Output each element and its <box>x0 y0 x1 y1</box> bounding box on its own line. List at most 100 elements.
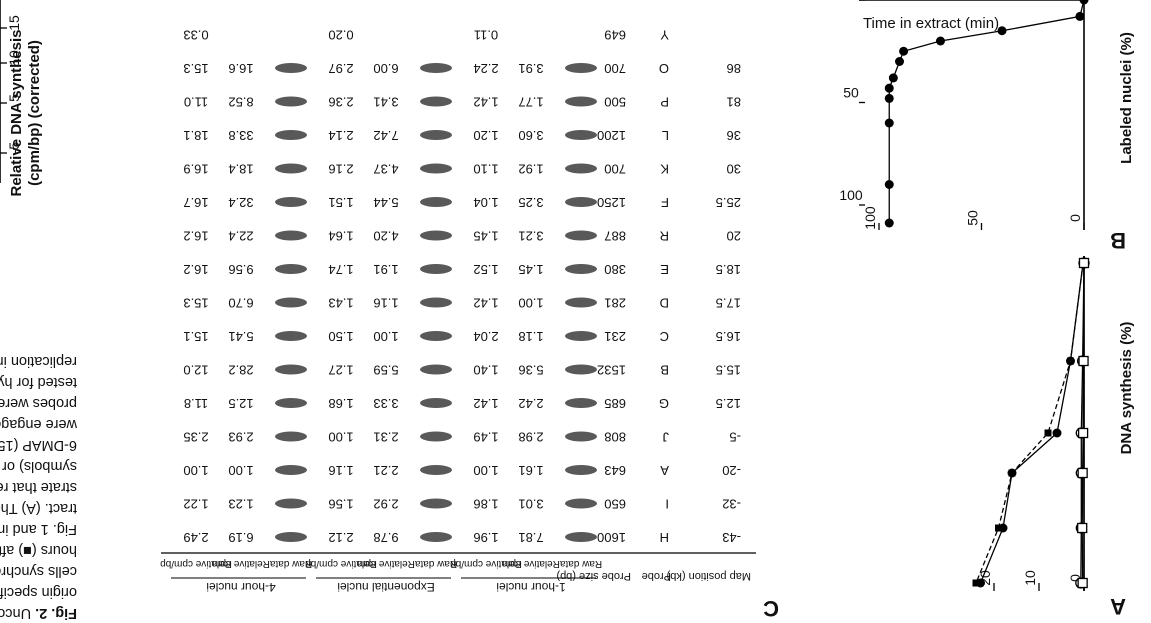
table-cell-h4-cpm: 6.19 <box>228 530 253 545</box>
table-cell-h4-cpm: 18.4 <box>228 162 253 177</box>
table-cell-h4-bp: 16.2 <box>183 229 208 244</box>
table-cell-ex-bp: 1.74 <box>328 262 353 277</box>
table-cell-position: 20 <box>727 229 741 244</box>
panel-b-xlabel: Time in extract (min) <box>863 15 999 32</box>
table-cell-h1-bp: 1.45 <box>473 229 498 244</box>
panel-b-point <box>884 83 894 93</box>
table-cell-ex-bp: 1.43 <box>328 296 353 311</box>
blot-band <box>275 197 307 207</box>
panel-a-point <box>1077 427 1089 439</box>
panel-b-xtick-label: 100 <box>839 187 863 203</box>
table-cell-h4-bp: 12.0 <box>183 363 208 378</box>
header-relative-cpm: Relative cpm <box>212 558 270 569</box>
table-cell-position: -43 <box>722 530 741 545</box>
table-cell-h1-cpm: 1.77 <box>518 95 543 110</box>
panel-b-point <box>1075 11 1085 21</box>
table-cell-ex-cpm: 7.42 <box>373 128 398 143</box>
table-cell-h4-bp: 16.2 <box>183 262 208 277</box>
panel-c-table: Map position (kb)Probe Probe size (bp)1-h… <box>160 28 756 594</box>
panel-a-point <box>1078 257 1090 269</box>
table-cell-ex-cpm: 9.78 <box>373 530 398 545</box>
panel-b-series <box>884 0 1089 228</box>
blot-band <box>565 331 597 341</box>
blot-band <box>420 364 452 375</box>
table-cell-ex-cpm: 5.44 <box>373 195 398 210</box>
header-probe-size: Probe size (bp) <box>556 570 631 582</box>
blot-band <box>565 498 597 509</box>
table-cell-h4-cpm: 32.4 <box>228 195 253 210</box>
blot-band <box>420 163 452 174</box>
table-cell-ex-cpm: 6.00 <box>373 61 398 76</box>
table-cell-h4-cpm: 16.6 <box>228 61 253 76</box>
table-cell-h1-cpm: 2.42 <box>518 396 543 411</box>
panel-b-point <box>888 73 898 83</box>
table-cell-position: 25.5 <box>716 195 741 210</box>
panel-b-point <box>997 26 1007 36</box>
table-cell-probe: F <box>661 195 669 210</box>
table-cell-h1-bp: 1.52 <box>473 262 498 277</box>
panel-a-tick-label: 0 <box>1067 574 1083 582</box>
table-cell-ex-cpm: 2.21 <box>373 463 398 478</box>
table-cell-h1-bp: 1.00 <box>473 463 498 478</box>
table-cell-h1-cpm: 2.98 <box>518 430 543 445</box>
table-cell-h1-bp: 1.10 <box>473 162 498 177</box>
panel-a-point <box>1077 467 1088 479</box>
blot-band <box>275 264 307 274</box>
blot-band <box>275 230 307 241</box>
blot-band <box>275 63 307 73</box>
panel-a-point <box>1077 522 1088 534</box>
panel-b-ytick-label: 50 <box>965 210 981 226</box>
table-cell-h1-cpm: 3.21 <box>518 229 543 244</box>
panel-a-point <box>1078 355 1089 367</box>
blot-band <box>420 431 452 442</box>
table-cell-probe: C <box>660 329 669 344</box>
panel-d-tick-label: -5 <box>6 142 22 155</box>
table-cell-probe: P <box>660 95 669 110</box>
blot-band <box>275 163 307 174</box>
table-cell-position: 17.5 <box>716 296 741 311</box>
panel-d-ylabel-line2: (cpm/bp) (corrected) <box>26 40 43 186</box>
blot-band <box>565 398 597 408</box>
table-cell-size: 1600 <box>597 530 626 545</box>
table-cell-ex-bp: 2.36 <box>328 95 353 110</box>
panel-b-xtick-label: 50 <box>843 85 859 101</box>
blot-band <box>420 96 452 107</box>
table-cell-h1-bp: 1.40 <box>473 363 498 378</box>
table-cell-ex-cpm: 4.37 <box>373 162 398 177</box>
panel-a-point <box>1077 577 1088 589</box>
table-cell-h4-cpm: 28.2 <box>228 363 253 378</box>
blot-band <box>565 364 597 375</box>
blot-band <box>565 465 597 475</box>
table-cell-h4-bp: 2.35 <box>183 430 208 445</box>
table-cell-ex-cpm: 2.31 <box>373 430 398 445</box>
table-cell-h1-cpm: 1.18 <box>518 329 543 344</box>
blot-band <box>420 130 452 140</box>
table-cell-h1-bp: 1.86 <box>473 497 498 512</box>
table-cell-h1-cpm: 3.25 <box>518 195 543 210</box>
table-cell-ex-bp: 2.16 <box>328 162 353 177</box>
table-cell-h4-bp: 15.3 <box>183 296 208 311</box>
blot-band <box>565 96 597 107</box>
table-cell-h4-bp: 1.22 <box>183 497 208 512</box>
panel-b-point <box>1079 0 1089 5</box>
table-cell-h1-cpm: 1.61 <box>518 463 543 478</box>
blot-band <box>565 230 597 241</box>
panel-a-tick-label: 10 <box>1022 570 1038 586</box>
table-cell-probe: B <box>660 363 669 378</box>
blot-band <box>420 398 452 408</box>
blot-band <box>420 297 452 308</box>
table-cell-h1-cpm: 1.92 <box>518 162 543 177</box>
table-cell-ex-cpm: 1.16 <box>373 296 398 311</box>
table-cell-h1-cpm: 5.36 <box>518 363 543 378</box>
table-cell-probe: Y <box>660 28 669 43</box>
panel-a-point <box>1008 469 1016 477</box>
panel-a-point <box>1044 429 1052 437</box>
table-cell-ex-bp: 1.64 <box>328 229 353 244</box>
panel-a-series-line <box>1081 262 1085 584</box>
header-relative-cpm-bp: Relative cpm/bp <box>305 558 377 569</box>
table-cell-position: 15.5 <box>716 363 741 378</box>
blot-band <box>420 532 452 542</box>
panel-d-tick-label: 5 <box>6 94 22 102</box>
blot-band <box>565 431 597 442</box>
table-cell-h4-cpm: 12.5 <box>228 396 253 411</box>
